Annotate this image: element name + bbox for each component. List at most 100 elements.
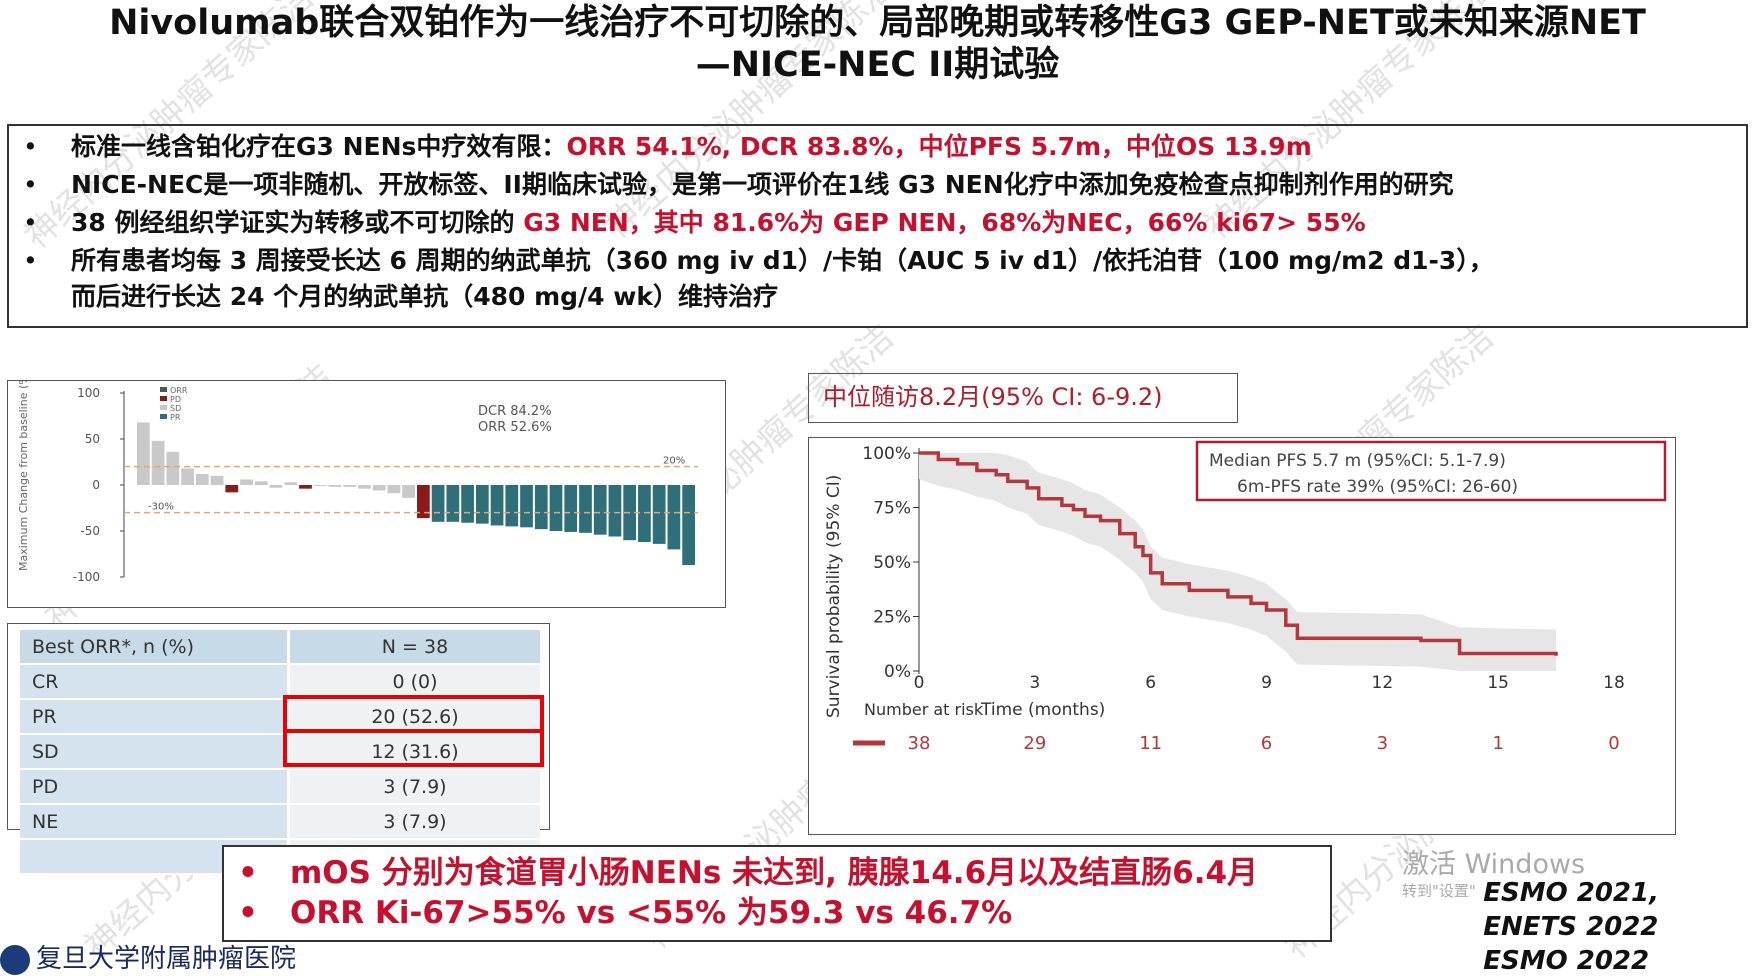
bullet-highlight: ORR 54.1%, DCR 83.8%，中位PFS 5.7m，中位OS 13.… (566, 132, 1312, 161)
references: ESMO 2021, ENETS 2022 ESMO 2022 (1483, 876, 1659, 978)
label-minus30: -30% (148, 502, 174, 513)
table-cell: 3 (7.9) (287, 769, 540, 805)
hospital-logo: 复旦大学附属肿瘤医院 (0, 938, 296, 975)
waterfall-bar (608, 485, 622, 537)
followup-label: 中位随访8.2月(95% CI: 6-9.2) (808, 373, 1238, 423)
waterfall-ytick-label: -100 (73, 570, 100, 584)
label-20: 20% (663, 456, 685, 467)
km-xtick-label: 18 (1603, 673, 1625, 693)
waterfall-bar (579, 485, 592, 533)
km-xtick-label: 6 (1145, 673, 1156, 693)
windows-activation-text: 激活 Windows (1402, 849, 1586, 880)
table-cell: NE (20, 804, 289, 840)
table-cell: 3 (7.9) (287, 804, 540, 840)
table-cell: PR (20, 699, 289, 735)
conclusion-bullet: • mOS 分别为食道胃小肠NENs 未达到, 胰腺14.6月以及结直肠6.4月 (238, 855, 1259, 891)
waterfall-bar (461, 485, 474, 523)
legend-swatch-orr (160, 387, 167, 392)
table-header-row: Best ORR*, n (%) N = 38 (20, 630, 540, 665)
orr-table-panel: Best ORR*, n (%) N = 38 CR 0 (0) PR 20 (… (7, 623, 550, 875)
km-chart: Survival probability (95% CI) 0% 25% 50% 75… (808, 437, 1676, 835)
waterfall-bar (431, 485, 445, 522)
waterfall-chart: Maximum Change from baseline (%) 100 50 0 -… (7, 370, 726, 608)
waterfall-bar (343, 485, 357, 487)
waterfall-ytick-label: 50 (85, 432, 100, 446)
waterfall-yticks: 100 50 0 -50 -100 (73, 386, 124, 584)
reference-line: ESMO 2022 (1483, 946, 1650, 976)
waterfall-bar (638, 485, 651, 543)
windows-activation-subtext: 转到"设置" (1402, 882, 1476, 900)
waterfall-bar (446, 485, 460, 522)
waterfall-bar (313, 485, 327, 486)
legend-swatch-pd (160, 396, 167, 401)
table-cell: CR (20, 664, 289, 700)
km-annotation-median: Median PFS 5.7 m (95%CI: 5.1-7.9) (1209, 451, 1506, 471)
hospital-name: 复旦大学附属肿瘤医院 (36, 944, 297, 974)
km-xtick-label: 12 (1372, 673, 1394, 693)
waterfall-bar (299, 485, 312, 489)
conclusion-text: ORR Ki-67>55% vs <55% 为59.3 vs 46.7% (290, 895, 1013, 931)
legend-pr: PR (170, 413, 181, 422)
bullet-text: NICE-NEC是一项非随机、开放标签、II期临床试验，是第一项评价在1线 G3… (71, 170, 1454, 199)
km-annotation-box (1195, 440, 1667, 502)
km-risk-table: 38 29 11 6 3 1 0 (908, 733, 1620, 754)
waterfall-bar (195, 473, 209, 485)
waterfall-bar (372, 485, 386, 491)
km-xtick-label: 15 (1487, 673, 1509, 693)
waterfall-bar (490, 485, 504, 526)
waterfall-bar (254, 481, 268, 485)
waterfall-bar (520, 485, 533, 528)
title-line-2: —NICE-NEC II期试验 (695, 45, 1060, 85)
table-header-cell: Best ORR*, n (%) (20, 630, 289, 665)
waterfall-bar (328, 485, 342, 487)
bullet-text: 所有患者均每 3 周接受长达 6 周期的纳武单抗（360 mg iv d1）/卡… (71, 246, 1494, 275)
bullet-text: 标准一线含铂化疗在G3 NENs中疗效有限： (71, 132, 567, 161)
km-risk-value: 3 (1377, 733, 1388, 754)
waterfall-svg: Maximum Change from baseline (%) 100 50 0 -… (17, 370, 698, 584)
legend-orr: ORR (170, 386, 188, 395)
waterfall-bar (387, 485, 401, 494)
km-risk-value: 11 (1139, 733, 1162, 754)
km-svg: Survival probability (95% CI) 0% 25% 50% 75… (824, 440, 1667, 754)
km-risk-value: 6 (1261, 733, 1272, 754)
table-cell: SD (20, 734, 289, 770)
title-line-1: Nivolumab联合双铂作为一线治疗不可切除的、局部晚期或转移性G3 GEP-… (109, 3, 1646, 43)
intro-bullet: • 38 例经组织学证实为转移或不可切除的 G3 NEN，其中 81.6%为 GE… (23, 208, 1366, 237)
waterfall-bar (240, 479, 253, 485)
km-ytick-label: 50% (873, 553, 911, 573)
km-xlabel: Time (months) (980, 700, 1105, 720)
km-xtick-label: 9 (1261, 673, 1272, 693)
hospital-seal-icon (0, 945, 30, 975)
table-header-cell: N = 38 (287, 630, 540, 665)
km-xticks: 0 3 6 9 12 15 18 (914, 673, 1625, 693)
waterfall-bar (402, 485, 415, 498)
table-cell: PD (20, 769, 289, 805)
km-xtick-label: 3 (1029, 673, 1040, 693)
waterfall-bar (358, 485, 371, 489)
bullet-highlight: G3 NEN，其中 81.6%为 GEP NEN，68%为NEC，66% ki6… (523, 208, 1366, 237)
intro-bullet-box: • 标准一线含铂化疗在G3 NENs中疗效有限：ORR 54.1%, DCR 83… (7, 124, 1748, 328)
dcr-annotation: DCR 84.2% (478, 404, 552, 419)
km-ylabel: Survival probability (95% CI) (824, 475, 844, 718)
legend-sd: SD (170, 404, 181, 413)
intro-bullet: • NICE-NEC是一项非随机、开放标签、II期临床试验，是第一项评价在1线 G… (23, 170, 1454, 199)
km-ytick-label: 0% (884, 662, 911, 682)
km-ytick-label: 100% (862, 444, 911, 464)
waterfall-ytick-label: 100 (77, 386, 100, 400)
highlight-pr-box (283, 695, 544, 733)
waterfall-ytick-label: 0 (92, 478, 100, 492)
table-cell: 0 (0) (287, 664, 540, 700)
waterfall-bar (534, 485, 548, 530)
waterfall-bars (137, 422, 695, 566)
conclusion-text: mOS 分别为食道胃小肠NENs 未达到, 胰腺14.6月以及结直肠6.4月 (290, 855, 1259, 891)
intro-bullet-continuation: 而后进行长达 24 个月的纳武单抗（480 mg/4 wk）维持治疗 (23, 280, 778, 314)
table-row: CR 0 (0) (20, 664, 540, 700)
km-ytick-label: 25% (873, 608, 911, 628)
waterfall-ytick-label: -50 (80, 524, 100, 538)
waterfall-bar (652, 485, 666, 544)
km-risk-value: 1 (1492, 733, 1503, 754)
waterfall-bar (564, 485, 578, 532)
reference-line: ENETS 2022 (1483, 912, 1659, 942)
waterfall-bar (593, 485, 607, 535)
waterfall-bar (225, 485, 239, 493)
